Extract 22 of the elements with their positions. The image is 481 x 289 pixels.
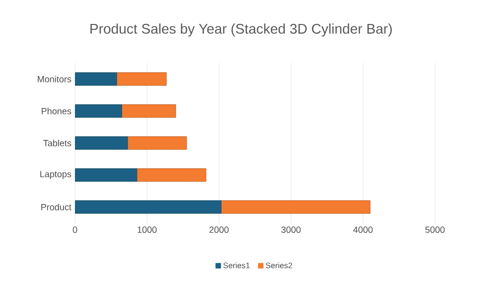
y-tick-label: Tablets <box>43 140 72 146</box>
bar <box>75 200 222 214</box>
chart-title: Product Sales by Year (Stacked 3D Cylinder Bar) <box>90 23 392 36</box>
x-tick-label: 4000 <box>353 226 373 233</box>
bar <box>75 136 128 150</box>
x-tick-label: 3000 <box>281 226 301 233</box>
y-tick-label: Product <box>41 204 72 210</box>
x-tick-label: 2000 <box>209 226 229 233</box>
bar <box>75 104 122 118</box>
bar <box>116 72 167 86</box>
bar <box>75 168 138 182</box>
bar <box>136 168 206 182</box>
bar <box>127 136 187 150</box>
y-tick-label: Phones <box>42 108 72 114</box>
y-tick-label: Monitors <box>38 76 72 82</box>
x-tick-label: 1000 <box>138 226 157 233</box>
bar <box>75 72 117 86</box>
x-tick-label: 5000 <box>425 226 445 233</box>
bar <box>122 104 176 118</box>
x-tick-label: 0 <box>72 226 78 233</box>
bar <box>220 200 370 214</box>
y-tick-label: Laptops <box>40 170 72 180</box>
